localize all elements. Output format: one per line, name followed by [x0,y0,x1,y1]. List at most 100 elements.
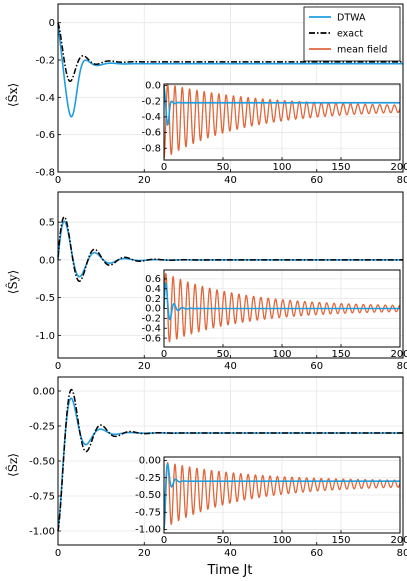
panel-sy-inset-series-mean-field [163,273,401,343]
panel-sz-ytick-label: 0.00 [33,387,55,398]
legend-label-dtwa: DTWA [337,13,366,24]
panel-sz-xtick-label: 0 [55,548,61,559]
panel-sx-ticks: 0 20 40 60 80 0 -0.2 -0.4 -0.6 -0.8 [35,18,407,186]
panel-sz-xtick-label: 40 [224,548,237,559]
panel-sx-ytick-label: -0.4 [35,93,55,104]
panel-sy-xtick-label: 0 [55,361,61,372]
panel-sz-xtick-label: 80 [397,548,407,559]
panel-sy-inset-series-dtwa [163,281,400,321]
panel-sz-ytick-label: -0.25 [29,422,55,433]
panel-sy-inset-ticks: 0 50 100 150 200 0.60.40.20.0-0.2-0.4-0.6 [141,274,407,360]
panel-sz-inset-series-dtwa [163,462,400,530]
panel-sy-inset-xtick-label: 100 [272,349,291,360]
panel-sx-inset-xtick-label: 50 [217,162,230,173]
panel-sx-ytick-label: 0 [49,18,55,29]
panel-sy-inset: 0 50 100 150 200 0.60.40.20.0-0.2-0.4-0.6 [141,269,407,360]
panel-sz-inset: 0 50 100 150 200 0.00 -0.25 -0.50 -0.75 -1.00 [135,456,407,546]
panel-sz-inset-ytick-label: -0.75 [135,507,161,518]
panel-sx-inset-ytick-label: -0.4 [141,112,161,123]
panel-sy-ytick-label: 0.5 [39,218,55,229]
panel-sy-inset-ytick-label: 0.2 [145,294,161,305]
panel-sz-inset-ytick-label: -0.50 [135,490,161,501]
panel-sx-inset-xtick-label: 150 [331,162,350,173]
panel-sz-series [57,388,403,532]
panel-sy-ytick-label: -0.5 [35,293,55,304]
panel-sx-xtick-label: 40 [224,175,237,186]
panel-sy-inset-xtick-label: 200 [390,349,407,360]
panel-sz-ytick-label: -0.75 [29,492,55,503]
panel-sy-ytick-label: -1.0 [35,331,55,342]
panel-sz-inset-ytick-label: -1.00 [135,525,161,536]
panel-sx-xtick-label: 80 [397,175,407,186]
panel-sz-inset-frame [163,456,401,534]
panel-sz-inset-xtick-label: 200 [390,535,407,546]
panel-sx-ytick-label: -0.2 [35,56,55,67]
panel-sz-inset-ytick-label: -0.25 [135,473,161,484]
panel-sy-inset-xtick-label: 0 [161,349,167,360]
panel-sy-inset-ytick-label: 0.0 [145,304,161,315]
panel-sx-ylabel: ⟨Ŝx⟩ [4,83,20,107]
panel-sx-ytick-label: -0.8 [35,168,55,179]
panel-sz-xtick-label: 20 [138,548,151,559]
panel-sy-inset-ytick-label: -0.4 [141,323,161,334]
panel-sz-inset-xtick-label: 100 [272,535,291,546]
panel-sy-ticks: 0 20 40 60 80 0.5 0.0 -0.5 -1.0 [35,218,407,372]
panel-sy-xtick-label: 20 [138,361,151,372]
panel-sy-xtick-label: 60 [310,361,323,372]
panel-sz-ylabel: ⟨Ŝz⟩ [4,453,20,477]
panel-sx-inset-ticks: 0 50 100 150 200 0.0 -0.2 -0.4 -0.6 -0.8 [141,81,407,173]
panel-sz-xtick-label: 60 [310,548,323,559]
panel-sx-inset-xtick-label: 200 [390,162,407,173]
panel-sz-series-exact [57,388,403,532]
panel-sz-ytick-label: -1.00 [29,527,55,538]
panel-sx-xtick-label: 20 [138,175,151,186]
panel-sx-series-dtwa [57,23,403,118]
panel-sx-inset-series-mean-field [163,83,401,159]
panel-sx: 0 20 40 60 80 0 -0.2 -0.4 -0.6 -0.8 ⟨Ŝx⟩ 0 50 100 15… [4,3,407,186]
panel-sx-inset-frame [163,83,401,161]
panel-sy-inset-ytick-label: 0.4 [145,284,161,295]
panel-sy-inset-ytick-label: 0.6 [145,274,161,285]
panel-sx-frame [57,3,404,173]
panel-sx-inset-xtick-label: 0 [161,162,167,173]
panel-sx-inset: 0 50 100 150 200 0.0 -0.2 -0.4 -0.6 -0.8 [141,81,407,173]
legend: DTWA exact mean field [303,6,401,62]
panel-sy-inset-ytick-label: -0.6 [141,333,161,344]
panel-sy-xtick-label: 80 [397,361,407,372]
legend-box [303,6,401,62]
panel-sx-inset-ytick-label: 0.0 [145,81,161,92]
panel-sy-ylabel: ⟨Ŝy⟩ [4,270,20,294]
panel-sz: 0 20 40 60 80 0.00 -0.25 -0.50 -0.75 -1.00 ⟨Ŝz⟩ 0… [4,376,407,578]
legend-label-exact: exact [337,29,363,40]
panel-sx-ytick-label: -0.6 [35,130,55,141]
panel-sz-frame [57,376,404,546]
panel-sx-inset-ytick-label: -0.8 [141,143,161,154]
panel-sx-xtick-label: 60 [310,175,323,186]
panel-sy-inset-series [163,273,401,343]
panel-sy-inset-frame [163,269,401,348]
x-axis-label: Time Jt [207,563,253,578]
panel-sx-inset-ytick-label: -0.2 [141,96,161,107]
panel-sz-inset-ticks: 0 50 100 150 200 0.00 -0.25 -0.50 -0.75 -1.00 [135,456,407,546]
panel-sy-inset-xtick-label: 50 [217,349,230,360]
panel-sz-inset-xtick-label: 0 [161,535,167,546]
panel-sz-inset-series-mean-field [163,461,401,529]
panel-sx-inset-ytick-label: -0.6 [141,128,161,139]
panel-sz-inset-xtick-label: 150 [331,535,350,546]
panel-sy-inset-ytick-label: -0.2 [141,314,161,325]
panel-sz-inset-series [163,461,401,530]
panel-sz-ytick-label: -0.50 [29,457,55,468]
panel-sy-series [57,216,403,282]
panel-sy-xtick-label: 40 [224,361,237,372]
panel-sx-xtick-label: 0 [55,175,61,186]
panel-sx-inset-series-dtwa [163,85,400,127]
panel-sx-series [57,22,403,118]
panel-sz-ticks: 0 20 40 60 80 0.00 -0.25 -0.50 -0.75 -1.00 [29,387,407,560]
panel-sz-inset-xtick-label: 50 [217,535,230,546]
panel-sx-inset-series [163,83,401,159]
panel-sz-inset-ytick-label: 0.00 [139,456,161,467]
panel-sy-frame [57,191,404,359]
panel-sx-inset-xtick-label: 100 [272,162,291,173]
panel-sy-inset-xtick-label: 150 [331,349,350,360]
